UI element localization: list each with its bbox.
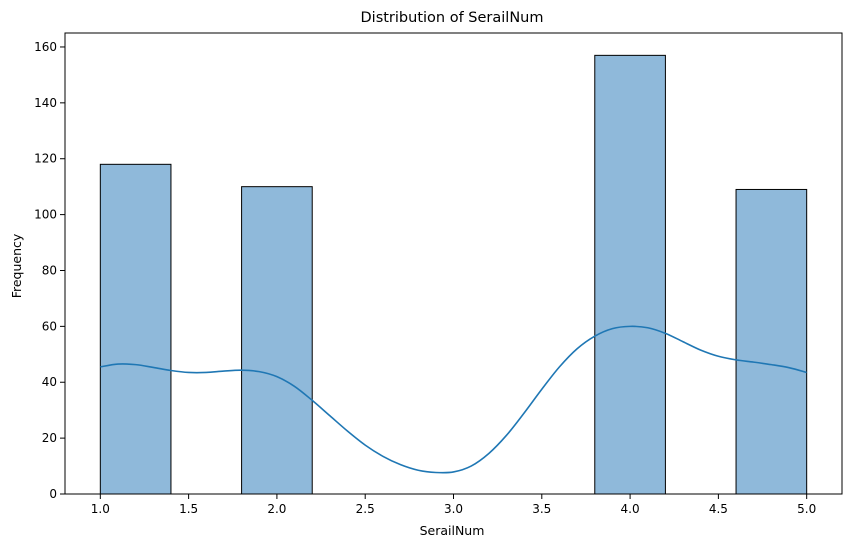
kde-line <box>100 325 807 474</box>
y-tick-label: 100 <box>34 208 57 222</box>
y-tick-label: 160 <box>34 40 57 54</box>
y-tick-label: 20 <box>42 431 57 445</box>
x-tick-label: 1.5 <box>179 502 198 516</box>
histogram-bar <box>99 163 172 495</box>
axes-group <box>64 32 843 495</box>
x-tick-label: 5.0 <box>797 502 816 516</box>
x-tick-label: 2.5 <box>356 502 375 516</box>
y-tick-label: 140 <box>34 96 57 110</box>
y-axis-ticks: 0 20 40 60 80 100 120 140 160 <box>34 40 65 501</box>
chart-title: Distribution of SerailNum <box>361 10 544 26</box>
bars-group <box>99 54 808 495</box>
x-tick-label: 3.5 <box>532 502 551 516</box>
x-tick-label: 4.5 <box>709 502 728 516</box>
histogram-bar <box>735 188 808 495</box>
x-tick-label: 3.0 <box>444 502 463 516</box>
x-axis-ticks: 1.0 1.5 2.0 2.5 3.0 3.5 4.0 4.5 5.0 <box>91 494 816 516</box>
y-tick-label: 0 <box>49 487 57 501</box>
x-axis-label: SerailNum <box>420 523 485 538</box>
y-tick-label: 60 <box>42 319 57 333</box>
y-tick-label: 80 <box>42 263 57 277</box>
y-tick-label: 120 <box>34 152 57 166</box>
histogram-bar <box>594 54 666 495</box>
y-axis-label: Frequency <box>9 233 24 298</box>
x-tick-label: 2.0 <box>267 502 286 516</box>
x-tick-label: 1.0 <box>91 502 110 516</box>
y-tick-label: 40 <box>42 375 57 389</box>
x-tick-label: 4.0 <box>621 502 640 516</box>
histogram-bar <box>241 186 313 495</box>
plot-frame <box>64 32 843 495</box>
